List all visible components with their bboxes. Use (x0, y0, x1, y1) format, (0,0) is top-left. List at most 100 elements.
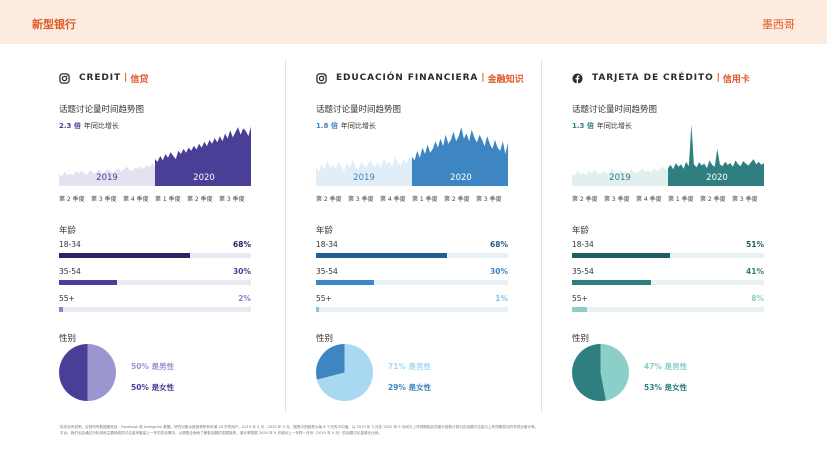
age-bar-fill (572, 307, 588, 312)
age-bar-row: 18-34 68% (59, 240, 251, 260)
quarter-label: 第 2 季度 (444, 196, 470, 203)
topic-separator: | (716, 73, 720, 83)
age-percent: 30% (233, 267, 251, 276)
age-percent: 30% (490, 267, 508, 276)
growth-stat: 1.3 倍年同比增长 (572, 121, 632, 131)
age-group-label: 55+ (316, 294, 332, 303)
age-bar-track (59, 307, 251, 312)
male-stat: 47% 是男性 (644, 361, 687, 372)
year-label-2020: 2020 (450, 173, 472, 183)
growth-label: 年同比增长 (596, 122, 632, 130)
age-percent: 68% (490, 240, 508, 249)
female-stat: 50% 是女性 (131, 382, 174, 393)
female-label: 是女性 (151, 383, 175, 392)
top-bar: 新型银行 墨西哥 (0, 0, 827, 44)
quarter-label: 第 4 季度 (123, 196, 149, 203)
quarter-label: 第 2 季度 (572, 196, 598, 203)
year-label-2020: 2020 (706, 173, 728, 183)
age-bar-track (316, 307, 508, 312)
topic-name-local: 金融知识 (487, 74, 524, 85)
quarter-label: 第 4 季度 (636, 196, 662, 203)
footnote-line: 平台。我们也会通过分析其他主题网络的讨论量来衡量上一年的变化情况，以便更全面地了… (60, 431, 382, 435)
year-label-2020: 2020 (193, 173, 215, 183)
female-percent: 53% (644, 383, 662, 392)
gender-pie-chart (572, 344, 629, 401)
age-bar-row: 55+ 2% (59, 294, 251, 314)
age-bar-fill (316, 307, 319, 312)
growth-label: 年同比增长 (83, 122, 119, 130)
quarter-label: 第 3 季度 (732, 196, 758, 203)
topic-name: TARJETA DE CRÉDITO (592, 73, 714, 83)
facebook-icon (572, 72, 583, 84)
topic-separator: | (124, 73, 128, 83)
age-bar-row: 35-54 30% (59, 267, 251, 287)
age-group-label: 18-34 (572, 240, 594, 249)
quarter-label: 第 3 季度 (604, 196, 630, 203)
gender-title: 性别 (572, 334, 590, 344)
age-group-label: 35-54 (572, 267, 594, 276)
quarter-axis: 第 2 季度第 3 季度第 4 季度第 1 季度第 2 季度第 3 季度 (572, 194, 772, 204)
age-group-label: 18-34 (316, 240, 338, 249)
quarter-axis: 第 2 季度第 3 季度第 4 季度第 1 季度第 2 季度第 3 季度 (59, 194, 259, 204)
quarter-label: 第 2 季度 (700, 196, 726, 203)
topic-card-educacion-financiera: EDUCACIÓN FINANCIERA | 金融知识 2019 2020 话题讨论量时间… (316, 58, 556, 406)
age-bar-row: 55+ 8% (572, 294, 764, 314)
gender-title: 性别 (316, 334, 334, 344)
male-stat: 50% 是男性 (131, 361, 174, 372)
topic-name-local: 信贷 (130, 74, 149, 85)
age-group-label: 35-54 (59, 267, 81, 276)
quarter-label: 第 3 季度 (476, 196, 502, 203)
age-bar-row: 18-34 51% (572, 240, 764, 260)
growth-value: 1.3 倍 (572, 122, 594, 130)
quarter-label: 第 2 季度 (187, 196, 213, 203)
quarter-label: 第 2 季度 (59, 196, 85, 203)
footnote-line: 除非另有说明，否则所有数据都来自：Facebook 和 Instagram 数据… (60, 425, 539, 429)
age-group-label: 18-34 (59, 240, 81, 249)
quarter-label: 第 1 季度 (668, 196, 694, 203)
quarter-label: 第 3 季度 (219, 196, 245, 203)
age-bar-track (572, 307, 764, 312)
trend-title: 话题讨论量时间趋势图 (316, 105, 402, 115)
card-header: CREDIT | 信贷 (59, 70, 148, 86)
gender-pie-chart (59, 344, 116, 401)
quarter-label: 第 4 季度 (380, 196, 406, 203)
trend-area-2019 (316, 155, 412, 186)
year-label-2019: 2019 (353, 173, 375, 183)
age-percent: 51% (746, 240, 764, 249)
quarter-label: 第 1 季度 (412, 196, 438, 203)
male-percent: 47% (644, 362, 662, 371)
trend-chart: 2019 2020 (572, 124, 764, 186)
age-bar-track (59, 280, 251, 285)
trend-chart: 2019 2020 (316, 127, 508, 186)
age-group-label: 55+ (59, 294, 75, 303)
age-bar-track (572, 253, 764, 258)
year-label-2019: 2019 (96, 173, 118, 183)
age-bar-fill (572, 253, 670, 258)
gender-title: 性别 (59, 334, 77, 344)
female-stat: 29% 是女性 (388, 382, 431, 393)
quarter-label: 第 2 季度 (316, 196, 342, 203)
trend-chart: 2019 2020 (59, 126, 251, 186)
year-label-2019: 2019 (609, 173, 631, 183)
instagram-icon (316, 72, 327, 84)
column-divider (541, 60, 542, 412)
growth-value: 2.3 倍 (59, 122, 81, 130)
age-bar-fill (316, 253, 447, 258)
card-header: TARJETA DE CRÉDITO | 信用卡 (572, 70, 750, 86)
age-percent: 8% (751, 294, 764, 303)
age-bar-track (316, 253, 508, 258)
trend-title: 话题讨论量时间趋势图 (59, 105, 145, 115)
topic-separator: | (481, 73, 485, 83)
trend-area-2019 (59, 163, 155, 186)
age-group-label: 35-54 (316, 267, 338, 276)
trend-area-2019 (572, 166, 668, 186)
age-percent: 1% (495, 294, 508, 303)
card-header: EDUCACIÓN FINANCIERA | 金融知识 (316, 70, 524, 86)
age-title: 年龄 (59, 226, 77, 236)
quarter-label: 第 3 季度 (348, 196, 374, 203)
trend-area-2020 (155, 126, 251, 186)
age-title: 年龄 (316, 226, 334, 236)
female-percent: 29% (388, 383, 406, 392)
age-bar-row: 18-34 68% (316, 240, 508, 260)
age-bar-fill (59, 307, 63, 312)
